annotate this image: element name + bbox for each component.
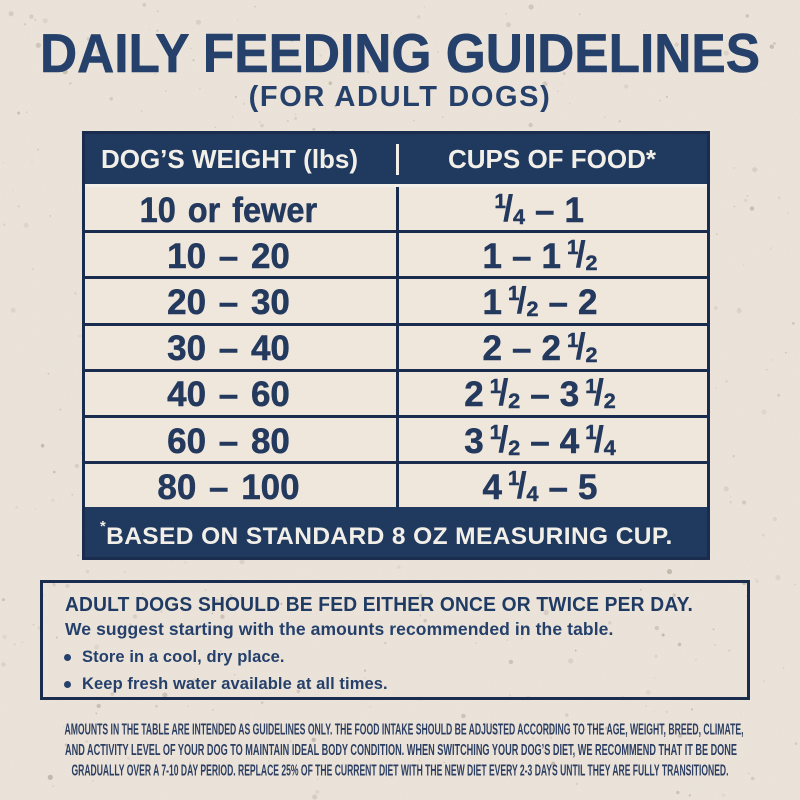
svg-text:AND ACTIVITY LEVEL OF YOUR DOG: AND ACTIVITY LEVEL OF YOUR DOG TO MAINTA… (65, 742, 737, 759)
svg-text:GRADUALLY OVER A 7-10 DAY PERI: GRADUALLY OVER A 7-10 DAY PERIOD. REPLAC… (72, 763, 729, 780)
svg-text:AMOUNTS IN THE TABLE ARE INTEN: AMOUNTS IN THE TABLE ARE INTENDED AS GUI… (65, 722, 744, 739)
